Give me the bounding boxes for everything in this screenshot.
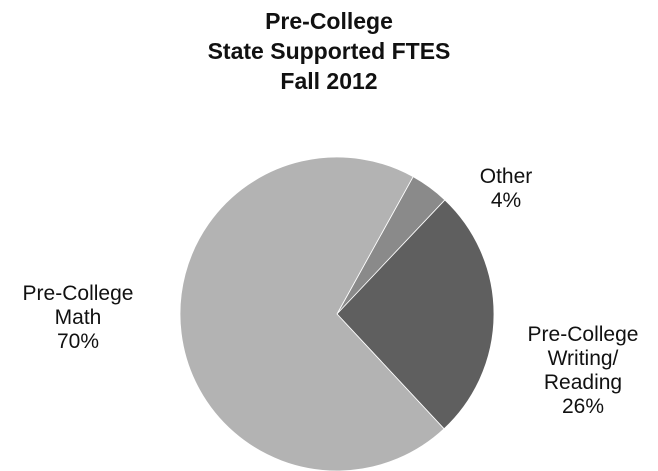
slice-label-writing-line-2: Writing/ <box>547 347 619 370</box>
slice-label-writing-line-1: Pre-College <box>527 323 639 346</box>
slice-label-math-line-2: Math <box>54 306 102 329</box>
chart-title-line-1: Pre-College <box>265 8 393 34</box>
slice-label-other: Other 4% <box>480 165 533 213</box>
slice-label-other-value: 4% <box>490 189 522 212</box>
slice-label-math: Pre-College Math 70% <box>23 282 134 354</box>
chart-title-line-2: State Supported FTES <box>207 38 451 64</box>
pie-slice-math <box>179 156 445 471</box>
slice-label-writing-value: 26% <box>561 395 605 418</box>
slice-label-math-value: 70% <box>56 330 100 353</box>
slice-label-writing-reading: Pre-College Writing/ Reading 26% <box>528 323 639 419</box>
slice-label-math-line-1: Pre-College <box>22 282 134 305</box>
pie-slice-writing-reading <box>336 199 495 430</box>
slice-label-other-line-1: Other <box>479 165 533 188</box>
slice-label-writing-line-3: Reading <box>543 371 623 394</box>
chart-title-line-3: Fall 2012 <box>280 68 378 94</box>
chart-title: Pre-College State Supported FTES Fall 20… <box>0 6 658 96</box>
